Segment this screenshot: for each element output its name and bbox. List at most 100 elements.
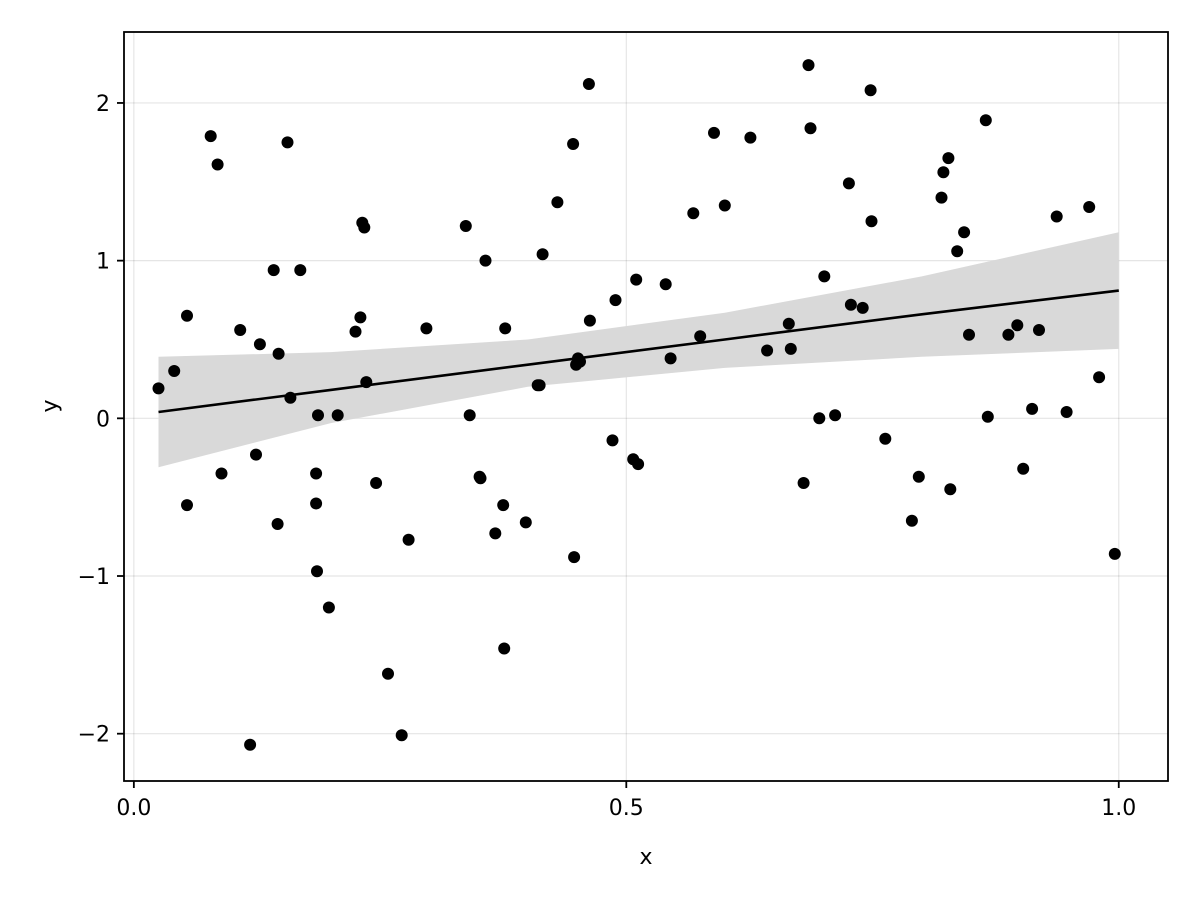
data-point (250, 448, 262, 461)
data-point (272, 347, 285, 360)
data-point (244, 738, 257, 751)
data-point (533, 379, 546, 392)
data-point (958, 226, 971, 239)
y-tick-label: 0 (96, 407, 110, 432)
data-point (310, 467, 323, 480)
data-point (609, 294, 622, 307)
plot-frame (123, 31, 1169, 782)
data-point (1083, 201, 1096, 213)
data-point (181, 499, 193, 512)
data-point (1060, 406, 1073, 418)
data-point (632, 458, 645, 471)
x-tick-label: 1.0 (1101, 796, 1136, 821)
data-point (311, 565, 323, 578)
data-point (1017, 462, 1030, 475)
data-point (402, 533, 415, 546)
data-point (498, 642, 511, 655)
data-point (942, 152, 955, 165)
data-point (1108, 547, 1121, 560)
data-point (802, 59, 815, 72)
data-point (761, 344, 774, 357)
data-point (744, 131, 757, 144)
data-point (331, 409, 344, 422)
data-point (784, 342, 797, 355)
data-point (551, 196, 564, 209)
data-point (718, 199, 731, 212)
data-point (294, 264, 307, 277)
data-point (879, 432, 892, 445)
data-point (1026, 402, 1039, 415)
data-point (204, 130, 217, 143)
data-point (630, 273, 643, 286)
data-point (1033, 324, 1045, 336)
y-tick-label: −1 (78, 565, 110, 590)
data-point (463, 409, 476, 422)
data-point (474, 472, 487, 485)
data-point (937, 166, 950, 179)
x-axis-ticks: 0.0 0.5 1.0 (116, 781, 1136, 821)
data-point (981, 410, 994, 423)
data-point (856, 301, 869, 314)
data-point (281, 136, 294, 149)
regression-line (158, 289, 1119, 414)
data-point (582, 78, 595, 90)
x-axis-label: x (639, 845, 652, 870)
data-point (181, 309, 193, 322)
data-point (536, 248, 549, 261)
data-point (912, 470, 925, 483)
y-axis-ticks: −2 −1 0 1 2 (78, 92, 124, 748)
data-point (979, 114, 992, 127)
data-point (905, 514, 918, 527)
data-point (354, 311, 367, 324)
data-point (234, 324, 247, 336)
y-tick-label: 1 (96, 250, 110, 275)
data-point (358, 221, 371, 234)
data-point (1050, 210, 1063, 223)
data-point (1093, 371, 1106, 384)
data-point (519, 516, 532, 529)
data-point (360, 376, 373, 389)
data-point (782, 317, 795, 330)
data-point (310, 497, 323, 510)
data-point (382, 667, 394, 680)
data-point (664, 352, 677, 365)
data-point (797, 477, 810, 489)
data-point (152, 382, 165, 395)
data-point (708, 126, 720, 139)
data-point (215, 467, 228, 480)
data-point (349, 325, 362, 338)
data-point (583, 314, 596, 327)
y-tick-label: 2 (96, 92, 110, 117)
data-point (944, 483, 957, 496)
data-point (813, 412, 826, 425)
data-point (865, 215, 878, 228)
data-point (829, 409, 842, 422)
data-point (844, 298, 857, 311)
data-point (687, 207, 700, 220)
data-point (267, 264, 280, 277)
data-point (1011, 319, 1024, 332)
data-point (818, 270, 831, 283)
data-point (312, 409, 324, 422)
data-point (963, 328, 975, 341)
data-point (804, 122, 817, 135)
data-point (1002, 328, 1015, 341)
scatter-points (152, 59, 1121, 751)
data-point (951, 245, 964, 258)
fit-line-layer (158, 289, 1119, 414)
data-point (479, 254, 492, 267)
data-point (935, 191, 948, 204)
y-axis-label: y (38, 399, 63, 412)
x-tick-label: 0.5 (609, 796, 644, 821)
y-tick-label: −2 (78, 723, 110, 748)
data-point (499, 322, 512, 335)
data-point (370, 477, 383, 489)
data-point (489, 527, 502, 540)
data-point (497, 499, 510, 512)
data-point (168, 365, 181, 377)
data-point (253, 338, 266, 351)
data-point (694, 330, 707, 343)
data-point (395, 729, 408, 742)
data-point (659, 278, 672, 291)
